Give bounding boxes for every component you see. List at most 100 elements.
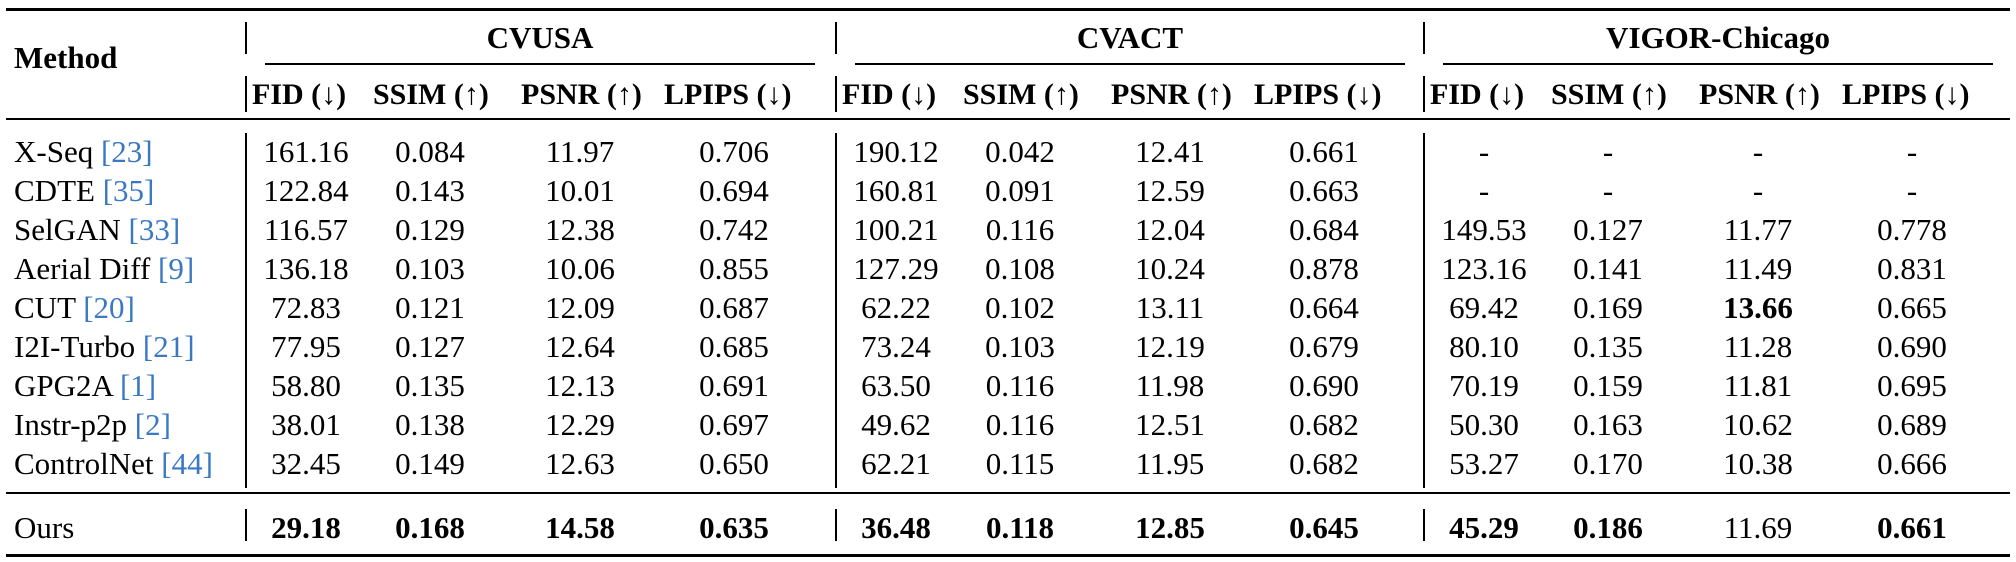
- table-cell: 45.29: [1449, 510, 1519, 545]
- bottom-rule: [6, 554, 2010, 557]
- method-name: I2I-Turbo [21]: [14, 331, 195, 362]
- table-cell: 11.69: [1723, 510, 1793, 545]
- method-name: Aerial Diff [9]: [14, 253, 194, 284]
- method-label: I2I-Turbo: [14, 329, 143, 364]
- table-cell: 100.21: [853, 212, 939, 247]
- table-cell: 0.170: [1573, 446, 1643, 481]
- vrule-1-header: [245, 22, 247, 54]
- table-cell: 0.661: [1877, 510, 1947, 545]
- vrule-3-body: [1423, 133, 1425, 488]
- table-cell: 0.697: [699, 407, 769, 442]
- table-cell: 0.149: [395, 446, 465, 481]
- table-cell: 12.41: [1135, 134, 1205, 169]
- metric-header: SSIM (↑): [963, 78, 1079, 111]
- table-cell: 12.63: [545, 446, 615, 481]
- table-cell: 0.135: [1573, 329, 1643, 364]
- table-cell: 0.186: [1573, 510, 1643, 545]
- table-cell: 12.29: [545, 407, 615, 442]
- table-cell: 0.742: [699, 212, 769, 247]
- table-cell: 11.95: [1135, 446, 1205, 481]
- table-cell: 149.53: [1441, 212, 1527, 247]
- table-cell: 12.09: [545, 290, 615, 325]
- table-cell: 12.64: [545, 329, 615, 364]
- citation-link[interactable]: [9]: [158, 251, 195, 286]
- vrule-2-body: [835, 133, 837, 488]
- citation-link[interactable]: [33]: [128, 212, 181, 247]
- metric-header: PSNR (↑): [1699, 78, 1820, 111]
- method-name: GPG2A [1]: [14, 370, 156, 401]
- vrule-2-metrics: [835, 76, 837, 112]
- table-cell: -: [1906, 173, 1918, 208]
- table-cell: 10.06: [545, 251, 615, 286]
- table-cell: 0.042: [985, 134, 1055, 169]
- table-cell: 0.689: [1877, 407, 1947, 442]
- table-cell: 0.127: [395, 329, 465, 364]
- table-cell: 12.38: [545, 212, 615, 247]
- table-cell: 0.684: [1289, 212, 1359, 247]
- table-cell: 0.694: [699, 173, 769, 208]
- table-cell: 0.706: [699, 134, 769, 169]
- method-name: SelGAN [33]: [14, 214, 180, 245]
- table-cell: 0.679: [1289, 329, 1359, 364]
- table-cell: 0.685: [699, 329, 769, 364]
- method-label: CUT: [14, 290, 84, 325]
- table-cell: 0.135: [395, 368, 465, 403]
- table-cell: 0.695: [1877, 368, 1947, 403]
- method-name: Ours: [14, 512, 74, 543]
- method-header: Method: [14, 40, 118, 75]
- citation-link[interactable]: [21]: [142, 329, 195, 364]
- table-cell: 0.855: [699, 251, 769, 286]
- table-cell: 0.121: [395, 290, 465, 325]
- table-cell: 0.831: [1877, 251, 1947, 286]
- table-cell: 10.24: [1135, 251, 1205, 286]
- table-cell: 0.108: [985, 251, 1055, 286]
- table-cell: 127.29: [853, 251, 939, 286]
- metric-header: PSNR (↑): [1111, 78, 1232, 111]
- method-name: CUT [20]: [14, 292, 135, 323]
- table-cell: 190.12: [853, 134, 939, 169]
- table-cell: 11.98: [1135, 368, 1205, 403]
- group-rule-vigor: [1443, 63, 1993, 65]
- group-rule-cvact: [855, 63, 1405, 65]
- method-label: SelGAN: [14, 212, 129, 247]
- citation-link[interactable]: [1]: [119, 368, 157, 403]
- table-cell: 12.19: [1135, 329, 1205, 364]
- table-cell: 0.682: [1289, 407, 1359, 442]
- table-cell: 69.42: [1449, 290, 1519, 325]
- table-cell: 0.778: [1877, 212, 1947, 247]
- table-cell: 11.28: [1723, 329, 1793, 364]
- table-cell: 122.84: [263, 173, 349, 208]
- metric-header: FID (↓): [252, 78, 347, 111]
- table-cell: 10.01: [545, 173, 615, 208]
- table-cell: -: [1478, 134, 1490, 169]
- table-cell: 12.85: [1135, 510, 1205, 545]
- table-cell: 49.62: [861, 407, 931, 442]
- table-cell: 0.118: [985, 510, 1055, 545]
- group-header-cvact: CVACT: [1076, 20, 1184, 55]
- citation-link[interactable]: [44]: [161, 446, 213, 481]
- metric-header: SSIM (↑): [373, 78, 489, 111]
- citation-link[interactable]: [23]: [100, 134, 153, 169]
- table-cell: 12.51: [1135, 407, 1205, 442]
- table-cell: -: [1478, 173, 1490, 208]
- table-cell: -: [1752, 173, 1764, 208]
- table-cell: 0.664: [1289, 290, 1359, 325]
- metric-header: PSNR (↑): [521, 78, 642, 111]
- top-rule: [6, 8, 2010, 11]
- method-label: Aerial Diff: [14, 251, 159, 286]
- table-cell: 29.18: [271, 510, 341, 545]
- vrule-2-ours: [835, 509, 837, 541]
- table-cell: -: [1602, 173, 1614, 208]
- citation-link[interactable]: [35]: [102, 173, 155, 208]
- vrule-3-metrics: [1423, 76, 1425, 112]
- table-cell: -: [1906, 134, 1918, 169]
- table-cell: -: [1602, 134, 1614, 169]
- method-name: Instr-p2p [2]: [14, 409, 171, 440]
- method-label: ControlNet: [14, 446, 162, 481]
- citation-link[interactable]: [20]: [83, 290, 135, 325]
- table-cell: 11.77: [1723, 212, 1793, 247]
- table-cell: 13.11: [1135, 290, 1205, 325]
- method-name: ControlNet [44]: [14, 448, 213, 479]
- citation-link[interactable]: [2]: [134, 407, 171, 442]
- vrule-3-ours: [1423, 509, 1425, 541]
